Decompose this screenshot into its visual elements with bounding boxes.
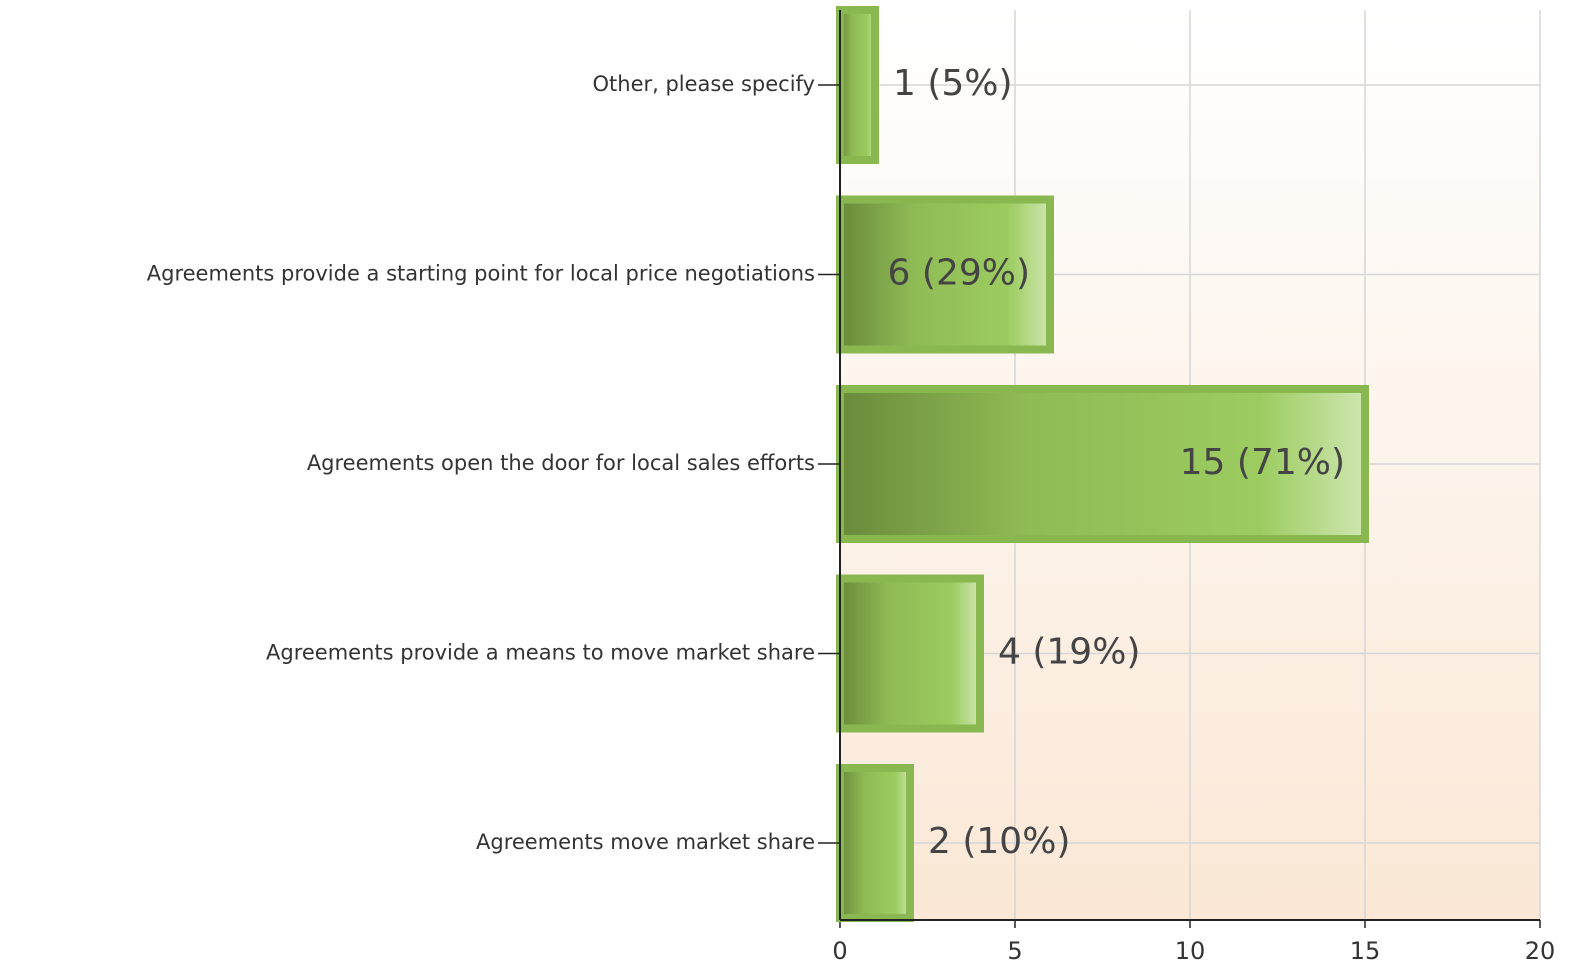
y-tick-label: Agreements move market share <box>476 830 815 854</box>
data-label: 2 (10%) <box>928 821 1070 862</box>
y-tick-label: Agreements provide a means to move marke… <box>266 641 815 665</box>
data-label: 1 (5%) <box>893 63 1013 104</box>
y-tick-label: Other, please specify <box>593 72 816 96</box>
x-tick-label: 5 <box>1007 937 1022 965</box>
bar <box>836 195 1054 354</box>
y-tick-label: Agreements open the door for local sales… <box>307 451 815 475</box>
y-tick-label: Agreements provide a starting point for … <box>147 262 815 286</box>
x-tick-label: 15 <box>1350 937 1381 965</box>
bar <box>836 764 914 922</box>
bar <box>836 574 984 733</box>
data-label: 6 (29%) <box>888 253 1030 294</box>
data-label: 15 (71%) <box>1180 442 1345 483</box>
x-tick-label: 0 <box>832 937 847 965</box>
data-label: 4 (19%) <box>998 632 1140 673</box>
bar <box>836 6 879 164</box>
x-tick-label: 20 <box>1525 937 1556 965</box>
x-tick-label: 10 <box>1175 937 1206 965</box>
